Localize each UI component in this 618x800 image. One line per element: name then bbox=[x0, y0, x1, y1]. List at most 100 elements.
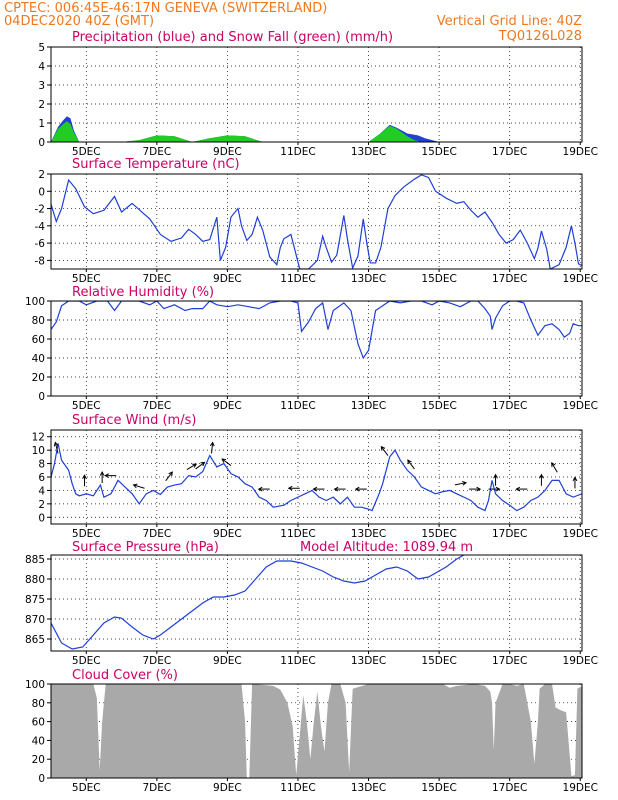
wind-direction-arrow bbox=[287, 485, 300, 491]
humidity-title: Relative Humidity (%) bbox=[72, 285, 214, 300]
temperature-yticks: -8 -6 -4 -2 0 2 bbox=[35, 169, 46, 267]
humidity-yticks: 0 20 40 60 80 100 bbox=[25, 296, 45, 403]
wind-ytick-label: 6 bbox=[38, 472, 45, 484]
wind-direction-arrow bbox=[572, 476, 578, 489]
precipitation-xtick-label: 11DEC bbox=[280, 146, 315, 158]
cloud-xtick-label: 11DEC bbox=[280, 782, 315, 794]
humidity-xtick-label: 19DEC bbox=[563, 400, 598, 412]
wind-ytick-label: 12 bbox=[32, 432, 45, 444]
pressure-ytick-label: 875 bbox=[25, 594, 45, 606]
precipitation-xtick-label: 15DEC bbox=[421, 146, 456, 158]
precipitation-grid bbox=[47, 46, 582, 145]
precipitation-yticks: 0 1 2 3 4 5 bbox=[38, 42, 45, 149]
cloud-xtick-label: 5DEC bbox=[72, 782, 101, 794]
cloud-ytick-label: 0 bbox=[38, 773, 45, 785]
temperature-grid bbox=[47, 173, 582, 272]
precipitation-ytick-label: 2 bbox=[38, 99, 45, 111]
wind-direction-arrow bbox=[165, 471, 173, 482]
precipitation-xtick-label: 13DEC bbox=[351, 146, 386, 158]
temperature-xtick-label: 5DEC bbox=[72, 273, 101, 285]
wind-direction-arrow bbox=[99, 471, 105, 484]
precipitation-frame bbox=[50, 46, 583, 143]
wind-title: Surface Wind (m/s) bbox=[72, 413, 196, 428]
pressure-panel: Surface Pressure (hPa) Model Altitude: 1… bbox=[25, 540, 598, 667]
cloud-xtick-label: 7DEC bbox=[142, 782, 171, 794]
precipitation-ytick-label: 1 bbox=[38, 118, 45, 130]
temperature-ytick-label: -6 bbox=[35, 238, 46, 250]
temperature-marks bbox=[51, 174, 582, 269]
wind-ytick-label: 2 bbox=[38, 499, 45, 511]
wind-direction-arrow bbox=[257, 486, 270, 492]
temperature-ytick-label: -2 bbox=[35, 204, 45, 216]
header-station: CPTEC: 006:45E-46:17N GENEVA (SWITZERLAN… bbox=[4, 1, 327, 16]
humidity-xtick-label: 7DEC bbox=[142, 400, 171, 412]
pressure-frame bbox=[50, 554, 583, 652]
pressure-xtick-label: 5DEC bbox=[72, 655, 101, 667]
humidity-xtick-label: 5DEC bbox=[72, 400, 101, 412]
wind-arrow-shaft bbox=[454, 482, 467, 486]
cloud-xtick-label: 9DEC bbox=[213, 782, 242, 794]
cloud-title: Cloud Cover (%) bbox=[72, 668, 178, 683]
pressure-xtick-label: 9DEC bbox=[213, 655, 242, 667]
temperature-ytick-label: -8 bbox=[35, 255, 45, 267]
wind-arrow-head bbox=[407, 459, 412, 465]
temperature-xtick-label: 9DEC bbox=[213, 273, 242, 285]
wind-direction-arrow bbox=[454, 481, 468, 486]
precipitation-xtick-label: 9DEC bbox=[213, 146, 242, 158]
header-model-id: TQ0126L028 bbox=[498, 29, 582, 44]
wind-series-line bbox=[51, 443, 582, 512]
cloud-yticks: 0 20 40 60 80 100 bbox=[25, 679, 45, 785]
wind-arrow-head bbox=[257, 486, 263, 492]
wind-direction-arrow bbox=[195, 461, 206, 470]
wind-arrow-head bbox=[99, 471, 105, 476]
cloud-xtick-label: 17DEC bbox=[492, 782, 527, 794]
pressure-xtick-label: 19DEC bbox=[563, 655, 598, 667]
wind-arrow-head bbox=[104, 473, 110, 479]
wind-arrow-head bbox=[209, 441, 215, 447]
wind-arrow-head bbox=[493, 473, 498, 479]
wind-direction-arrow bbox=[53, 441, 59, 454]
wind-marks bbox=[51, 441, 582, 512]
cloud-xtick-label: 15DEC bbox=[421, 782, 456, 794]
wind-xtick-label: 7DEC bbox=[142, 528, 171, 540]
temperature-xtick-label: 7DEC bbox=[142, 273, 171, 285]
model-altitude-label: Model Altitude: 1089.94 m bbox=[300, 540, 473, 555]
wind-arrow-head bbox=[572, 476, 578, 482]
wind-direction-arrow bbox=[82, 474, 87, 487]
wind-xtick-label: 15DEC bbox=[421, 528, 456, 540]
precipitation-xticks: 5DEC 7DEC 9DEC 11DEC 13DEC 15DEC 17DEC 19DEC bbox=[72, 146, 598, 158]
cloud-ytick-label: 80 bbox=[32, 698, 45, 710]
cloud-marks bbox=[51, 684, 582, 778]
wind-ytick-label: 10 bbox=[32, 445, 45, 457]
precipitation-marks bbox=[51, 116, 440, 142]
pressure-grid bbox=[47, 555, 582, 654]
humidity-xtick-label: 11DEC bbox=[280, 400, 315, 412]
temperature-title: Surface Temperature (nC) bbox=[72, 157, 240, 172]
pressure-xtick-label: 13DEC bbox=[351, 655, 386, 667]
wind-xtick-label: 5DEC bbox=[72, 528, 101, 540]
temperature-ytick-label: 0 bbox=[38, 186, 45, 198]
precipitation-series-snow-fall bbox=[51, 121, 422, 142]
precipitation-xtick-label: 17DEC bbox=[492, 146, 527, 158]
wind-arrow-shaft bbox=[195, 461, 205, 470]
wind-direction-arrow bbox=[407, 459, 415, 470]
humidity-ytick-label: 0 bbox=[38, 391, 45, 403]
wind-arrow-head bbox=[333, 486, 339, 492]
wind-xtick-label: 19DEC bbox=[563, 528, 598, 540]
temperature-xticks: 5DEC 7DEC 9DEC 11DEC 13DEC 15DEC 17DEC 19DEC bbox=[72, 273, 598, 285]
pressure-xtick-label: 17DEC bbox=[492, 655, 527, 667]
humidity-xtick-label: 13DEC bbox=[351, 400, 386, 412]
precipitation-xtick-label: 7DEC bbox=[142, 146, 171, 158]
wind-direction-arrow bbox=[539, 473, 544, 486]
humidity-grid bbox=[47, 300, 582, 399]
wind-arrow-shaft bbox=[380, 446, 389, 456]
humidity-frame bbox=[50, 300, 583, 397]
wind-direction-arrow bbox=[333, 486, 346, 492]
wind-arrow-shaft bbox=[211, 442, 214, 454]
temperature-xtick-label: 13DEC bbox=[351, 273, 386, 285]
temperature-xtick-label: 19DEC bbox=[563, 273, 598, 285]
wind-arrow-head bbox=[515, 486, 521, 492]
pressure-ytick-label: 880 bbox=[25, 574, 45, 586]
cloud-xtick-label: 19DEC bbox=[563, 782, 598, 794]
wind-arrow-head bbox=[200, 461, 206, 467]
